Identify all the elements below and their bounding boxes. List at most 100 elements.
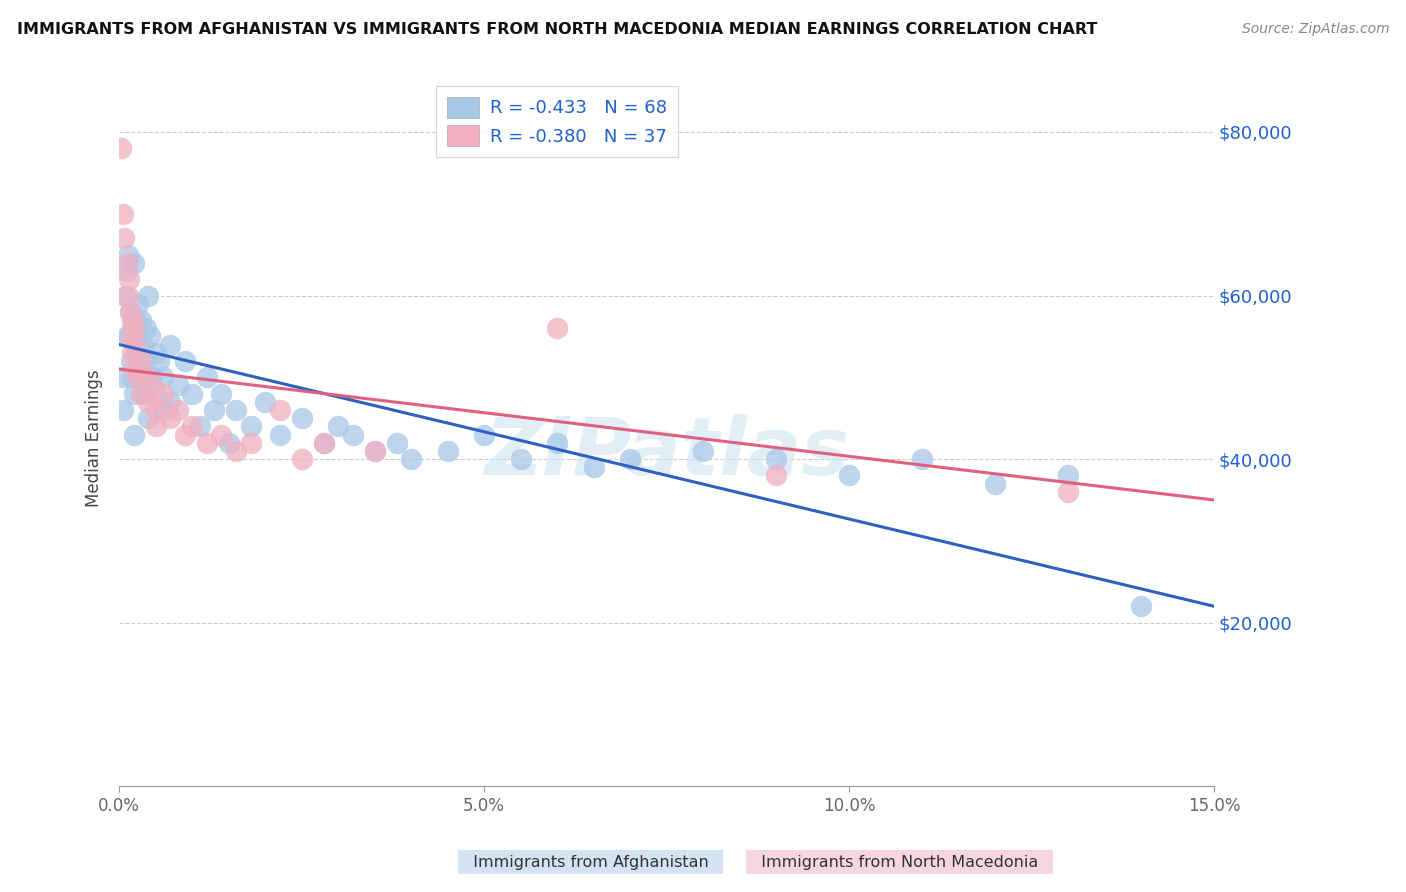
Text: IMMIGRANTS FROM AFGHANISTAN VS IMMIGRANTS FROM NORTH MACEDONIA MEDIAN EARNINGS C: IMMIGRANTS FROM AFGHANISTAN VS IMMIGRANT… — [17, 22, 1097, 37]
Point — [202, 403, 225, 417]
Point — [328, 419, 350, 434]
Point — [145, 419, 167, 434]
Point — [159, 394, 181, 409]
Point — [838, 468, 860, 483]
Point — [1057, 468, 1080, 483]
Point — [582, 460, 605, 475]
Point — [1130, 599, 1153, 614]
Point — [115, 256, 138, 270]
Point — [269, 403, 291, 417]
Point — [141, 370, 163, 384]
Point — [121, 370, 143, 384]
Point — [112, 231, 135, 245]
Point — [135, 321, 157, 335]
Point — [291, 411, 314, 425]
Point — [139, 329, 162, 343]
Point — [138, 411, 160, 425]
Text: Source: ZipAtlas.com: Source: ZipAtlas.com — [1241, 22, 1389, 37]
Point — [239, 435, 262, 450]
Point — [141, 378, 163, 392]
Point — [114, 288, 136, 302]
Point — [239, 419, 262, 434]
Point — [509, 452, 531, 467]
Point — [312, 435, 335, 450]
Point — [110, 141, 132, 155]
Point — [129, 370, 152, 384]
Point — [129, 354, 152, 368]
Point — [128, 362, 150, 376]
Point — [111, 403, 134, 417]
Point — [122, 321, 145, 335]
Point — [152, 403, 174, 417]
Point — [546, 435, 568, 450]
Point — [115, 329, 138, 343]
Point — [129, 386, 152, 401]
Point — [145, 345, 167, 359]
Point — [120, 329, 142, 343]
Point — [134, 354, 156, 368]
Text: Immigrants from Afghanistan: Immigrants from Afghanistan — [463, 855, 718, 870]
Point — [984, 476, 1007, 491]
Point — [138, 394, 160, 409]
Point — [181, 419, 204, 434]
Point — [115, 264, 138, 278]
Point — [174, 354, 197, 368]
Point — [124, 313, 146, 327]
Point — [145, 403, 167, 417]
Point — [127, 296, 149, 310]
Point — [472, 427, 495, 442]
Point — [131, 337, 153, 351]
Point — [364, 443, 387, 458]
Point — [117, 288, 139, 302]
Point — [127, 370, 149, 384]
Point — [145, 386, 167, 401]
Point — [122, 256, 145, 270]
Point — [122, 427, 145, 442]
Point — [188, 419, 211, 434]
Legend: R = -0.433   N = 68, R = -0.380   N = 37: R = -0.433 N = 68, R = -0.380 N = 37 — [436, 87, 678, 157]
Point — [166, 378, 188, 392]
Point — [269, 427, 291, 442]
Point — [195, 435, 218, 450]
Point — [122, 362, 145, 376]
Point — [342, 427, 364, 442]
Point — [124, 337, 146, 351]
Point — [120, 305, 142, 319]
Point — [209, 386, 232, 401]
Point — [195, 370, 218, 384]
Point — [132, 386, 155, 401]
Point — [129, 313, 152, 327]
Point — [152, 370, 174, 384]
Point — [911, 452, 934, 467]
Point — [148, 354, 170, 368]
Point — [117, 247, 139, 261]
Point — [127, 329, 149, 343]
Point — [218, 435, 240, 450]
Point — [364, 443, 387, 458]
Point — [312, 435, 335, 450]
Point — [181, 386, 204, 401]
Point — [174, 427, 197, 442]
Text: ZIPatlas: ZIPatlas — [484, 414, 849, 491]
Point — [166, 403, 188, 417]
Point — [225, 443, 247, 458]
Point — [619, 452, 641, 467]
Point — [159, 337, 181, 351]
Point — [765, 452, 787, 467]
Point — [125, 345, 148, 359]
Point — [225, 403, 247, 417]
Point — [134, 370, 156, 384]
Point — [692, 443, 714, 458]
Point — [209, 427, 232, 442]
Point — [111, 207, 134, 221]
Point — [120, 305, 142, 319]
Point — [118, 329, 141, 343]
Point — [121, 345, 143, 359]
Point — [291, 452, 314, 467]
Point — [546, 321, 568, 335]
Point — [385, 435, 408, 450]
Text: Immigrants from North Macedonia: Immigrants from North Macedonia — [751, 855, 1049, 870]
Point — [111, 370, 134, 384]
Point — [138, 288, 160, 302]
Point — [121, 313, 143, 327]
